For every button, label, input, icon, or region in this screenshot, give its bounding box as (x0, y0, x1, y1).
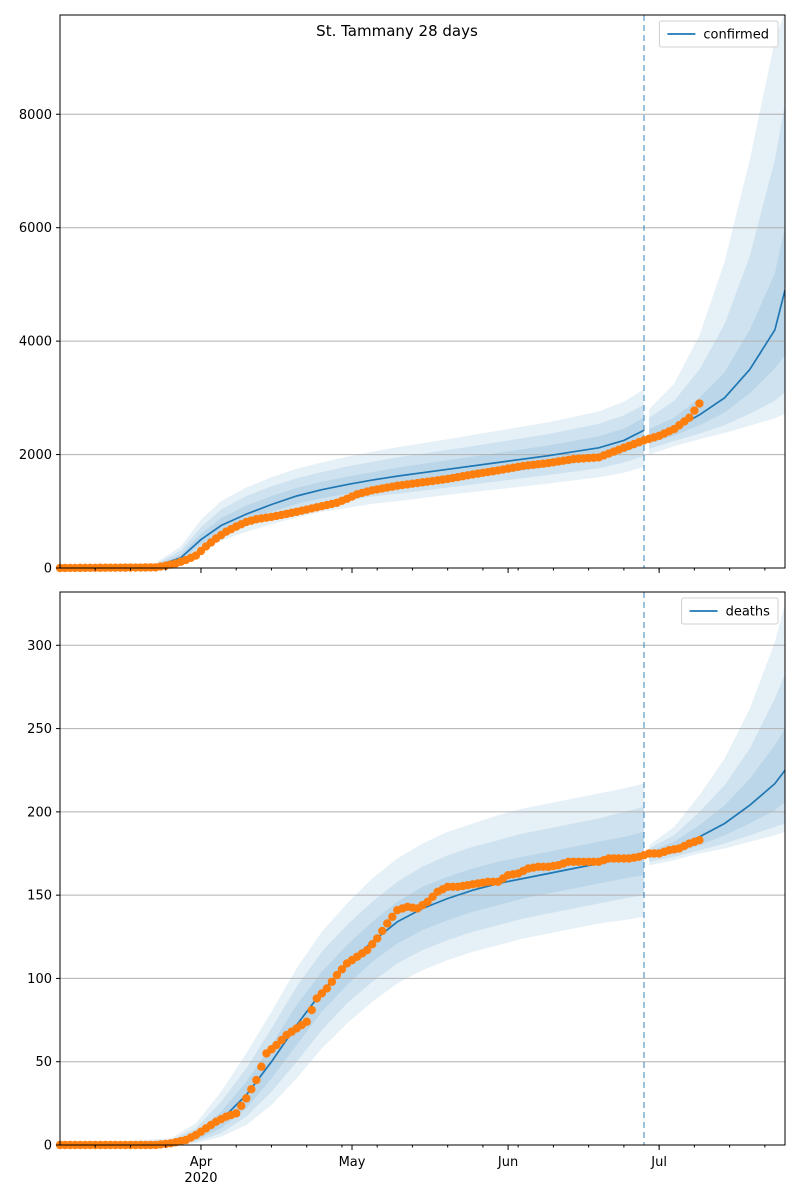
x-tick-label: Apr (190, 1155, 213, 1170)
observed-point (307, 1005, 316, 1015)
uncertainty-band (60, 806, 644, 1145)
observed-point (302, 1017, 311, 1026)
observed-point (685, 413, 694, 422)
observed-point (237, 1101, 246, 1111)
observed-point (247, 1085, 256, 1094)
confirmed-uncertainty-bands (60, 15, 785, 568)
deaths-uncertainty-bands (60, 603, 785, 1145)
y-tick-label: 4000 (19, 335, 52, 350)
observed-point (232, 1109, 241, 1118)
confirmed-panel: 0 2000 4000 6000 8000 confirmed St. Tammany … (19, 14, 786, 577)
x-tick-label: May (339, 1155, 366, 1170)
observed-point (332, 970, 342, 980)
y-tick-label: 0 (44, 562, 52, 577)
observed-point (383, 919, 392, 928)
y-tick-label: 50 (35, 1055, 52, 1070)
y-tick-label: 6000 (19, 221, 52, 236)
observed-point (695, 399, 704, 408)
observed-point (388, 912, 397, 922)
observed-point (372, 934, 382, 943)
chart-title: St. Tammany 28 days (316, 22, 478, 40)
uncertainty-band (649, 102, 785, 449)
uncertainty-band (649, 15, 785, 455)
deaths-panel: 0 50 100 150 200 250 300 Apr May Jun Jul 2020 deat… (27, 591, 786, 1186)
confirmed-x-axis (94, 568, 766, 573)
observed-point (690, 406, 699, 415)
legend-label: confirmed (703, 28, 769, 43)
observed-point (362, 945, 372, 955)
x-tick-label: Jul (650, 1155, 667, 1170)
observed-point (242, 1094, 251, 1103)
deaths-observed-points (55, 835, 704, 1150)
y-tick-label: 100 (27, 972, 52, 987)
observed-point (367, 940, 377, 949)
confirmed-y-grid (60, 113, 785, 456)
deaths-x-axis: Apr May Jun Jul 2020 (94, 1145, 766, 1186)
y-tick-label: 2000 (19, 448, 52, 463)
deaths-y-grid (60, 644, 785, 1063)
uncertainty-band (649, 227, 785, 444)
observed-point (337, 965, 347, 974)
deaths-y-axis: 0 50 100 150 200 250 300 (27, 639, 60, 1154)
x-tick-label: Jun (497, 1155, 518, 1170)
legend-box (681, 597, 779, 625)
uncertainty-band (649, 673, 785, 862)
legend-box (658, 20, 779, 48)
y-tick-label: 150 (27, 889, 52, 904)
uncertainty-band (649, 603, 785, 866)
deaths-legend: deaths (681, 597, 779, 625)
x-year-label: 2020 (184, 1171, 217, 1186)
deaths-axes-frame (59, 591, 786, 1146)
observed-point (695, 835, 704, 845)
legend-label: deaths (726, 605, 771, 620)
observed-point (257, 1062, 266, 1071)
uncertainty-band (60, 389, 644, 568)
confirmed-y-axis: 0 2000 4000 6000 8000 (19, 108, 60, 577)
observed-point (327, 977, 337, 986)
y-tick-label: 200 (27, 805, 52, 820)
observed-point (252, 1075, 261, 1085)
observed-point (322, 984, 332, 993)
y-tick-label: 0 (44, 1139, 52, 1154)
y-tick-label: 8000 (19, 108, 52, 123)
confirmed-axes-frame (59, 14, 786, 569)
confirmed-legend: confirmed (658, 20, 779, 48)
y-tick-label: 250 (27, 722, 52, 737)
uncertainty-band (649, 728, 785, 859)
y-tick-label: 300 (27, 639, 52, 654)
observed-point (378, 926, 387, 936)
uncertainty-band (60, 404, 644, 568)
